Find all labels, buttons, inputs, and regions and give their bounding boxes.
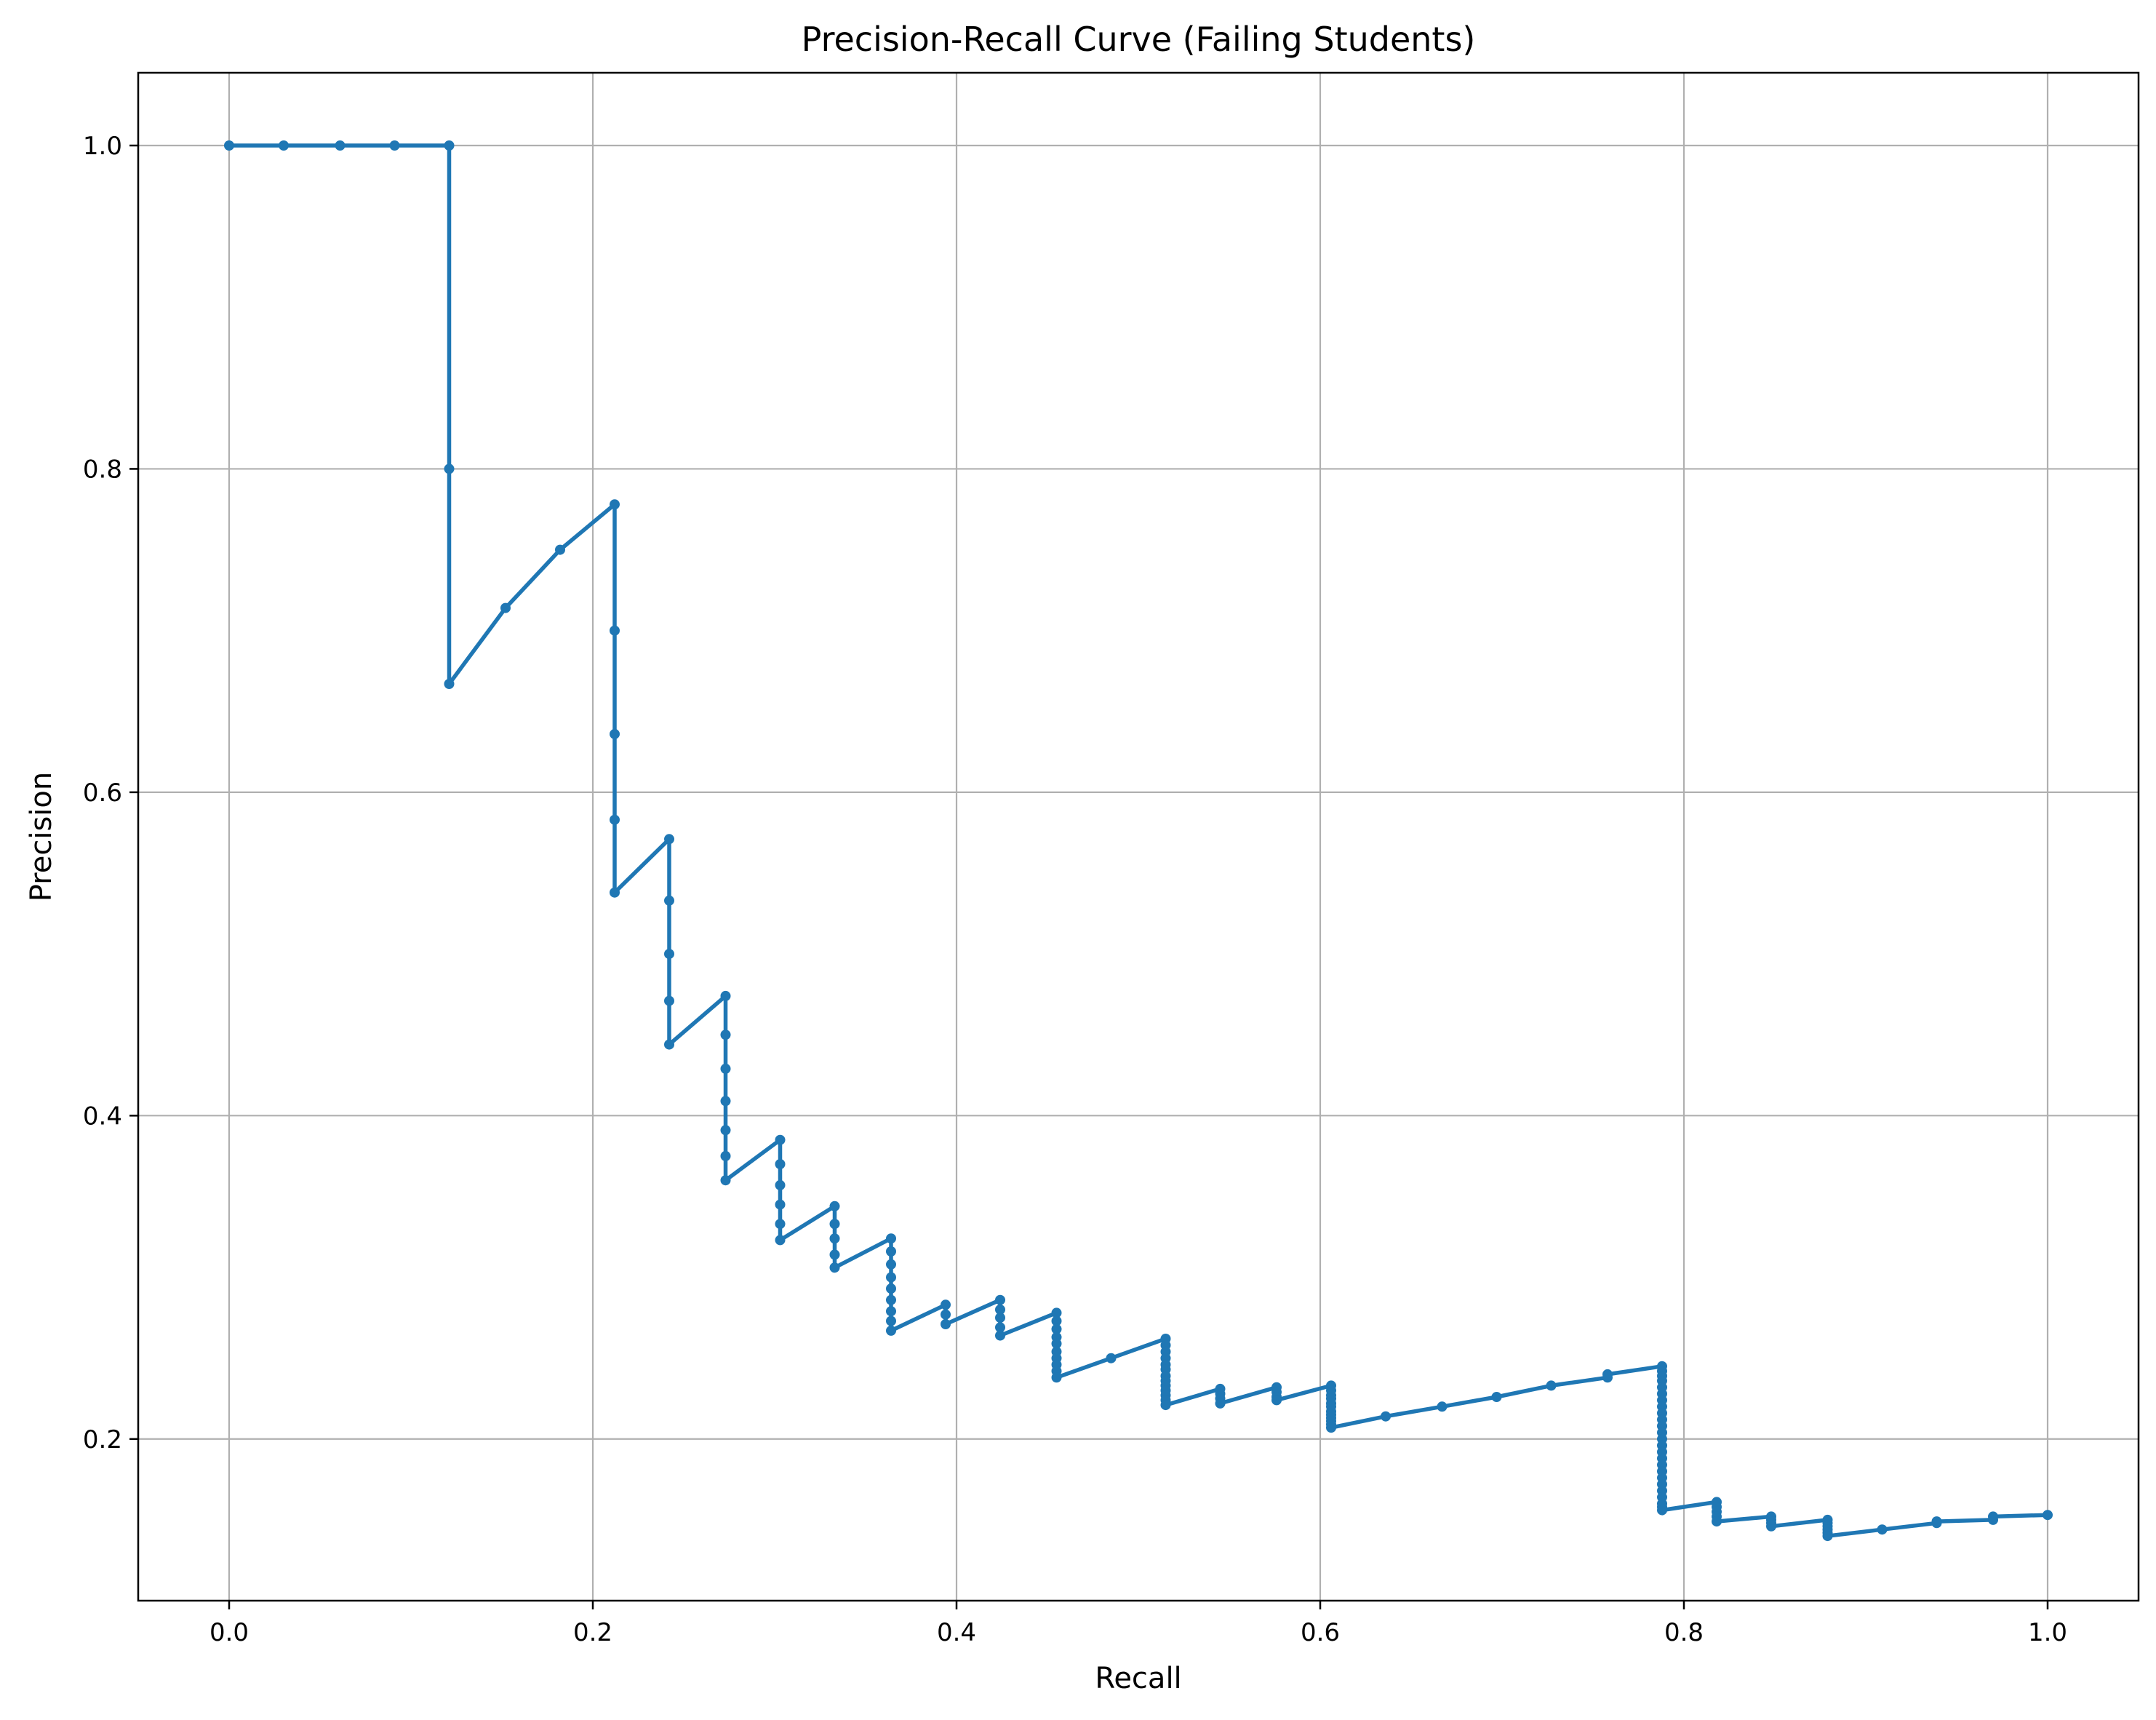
- pr-point: [610, 625, 620, 636]
- pr-point: [444, 463, 455, 474]
- pr-point: [664, 949, 674, 960]
- plot-area: [138, 73, 2139, 1601]
- pr-point: [610, 887, 620, 898]
- pr-point: [444, 140, 455, 151]
- pr-point: [1051, 1323, 1062, 1334]
- pr-point: [1766, 1521, 1776, 1532]
- pr-point: [829, 1201, 840, 1211]
- pr-point: [664, 895, 674, 906]
- pr-point: [775, 1134, 786, 1145]
- pr-point: [995, 1322, 1005, 1333]
- pr-point: [829, 1219, 840, 1230]
- pr-point: [1271, 1395, 1282, 1406]
- pr-point: [1051, 1307, 1062, 1318]
- pr-point: [1546, 1380, 1557, 1391]
- pr-point: [1822, 1531, 1833, 1542]
- x-tick-label: 0.4: [937, 1618, 976, 1647]
- grid: [138, 73, 2139, 1601]
- pr-point: [886, 1272, 896, 1283]
- pr-point: [610, 499, 620, 510]
- pr-point: [886, 1233, 896, 1244]
- pr-point: [720, 990, 731, 1001]
- y-tick-label: 0.4: [83, 1102, 122, 1131]
- x-tick-label: 0.0: [209, 1618, 249, 1647]
- pr-point: [720, 1175, 731, 1186]
- plot-frame: [137, 71, 2140, 1602]
- pr-point: [1712, 1516, 1722, 1527]
- pr-point: [886, 1294, 896, 1305]
- pr-point: [1381, 1411, 1391, 1422]
- pr-point: [941, 1319, 951, 1329]
- pr-point: [1051, 1315, 1062, 1326]
- pr-point: [886, 1246, 896, 1257]
- pr-point: [775, 1179, 786, 1190]
- pr-point: [995, 1313, 1005, 1323]
- pr-point: [941, 1299, 951, 1310]
- y-tick-label: 0.6: [83, 779, 122, 808]
- pr-point: [829, 1233, 840, 1244]
- pr-point: [1877, 1524, 1888, 1535]
- pr-point: [720, 1125, 731, 1136]
- pr-point: [500, 602, 511, 613]
- pr-point: [775, 1159, 786, 1169]
- pr-point: [1931, 1516, 1942, 1527]
- pr-point: [1106, 1353, 1117, 1363]
- pr-point: [664, 995, 674, 1006]
- pr-point: [720, 1030, 731, 1040]
- pr-point: [941, 1309, 951, 1320]
- pr-point: [664, 834, 674, 845]
- x-axis-label: Recall: [1095, 1662, 1181, 1695]
- pr-point: [720, 1063, 731, 1074]
- pr-point: [610, 814, 620, 825]
- y-axis-label: Precision: [25, 772, 58, 901]
- y-tick-label: 0.2: [83, 1425, 122, 1454]
- pr-point: [1437, 1401, 1448, 1412]
- y-tick-label: 0.8: [83, 455, 122, 484]
- pr-point: [775, 1199, 786, 1210]
- pr-point: [829, 1262, 840, 1273]
- pr-point: [224, 140, 234, 151]
- pr-point: [886, 1283, 896, 1294]
- y-tick-label: 1.0: [83, 132, 122, 161]
- x-tick-label: 0.6: [1301, 1618, 1340, 1647]
- pr-point: [829, 1249, 840, 1260]
- pr-point: [995, 1294, 1005, 1305]
- pr-point: [995, 1305, 1005, 1315]
- pr-point: [1160, 1400, 1171, 1411]
- x-tick-label: 1.0: [2028, 1618, 2067, 1647]
- x-tick-label: 0.8: [1664, 1618, 1704, 1647]
- pr-point: [279, 140, 289, 151]
- pr-point: [775, 1219, 786, 1230]
- pr-point: [610, 728, 620, 739]
- pr-point: [775, 1235, 786, 1246]
- pr-point: [1988, 1511, 1998, 1522]
- pr-point: [1602, 1369, 1613, 1379]
- pr-point: [335, 140, 346, 151]
- pr-point: [444, 679, 455, 689]
- pr-point: [886, 1325, 896, 1336]
- y-axis-ticks: 0.2 0.4 0.6 0.8 1.0: [83, 132, 138, 1454]
- pr-point: [1491, 1392, 1502, 1402]
- pr-point: [1215, 1398, 1226, 1409]
- x-axis-ticks: 0.0 0.2 0.4 0.6 0.8 1.0: [209, 1601, 2067, 1647]
- pr-point: [886, 1315, 896, 1326]
- pr-point: [995, 1330, 1005, 1341]
- pr-point: [886, 1259, 896, 1270]
- pr-point: [664, 1039, 674, 1050]
- pr-point: [886, 1306, 896, 1317]
- pr-point: [555, 544, 565, 555]
- pr-point: [2043, 1510, 2053, 1521]
- pr-point: [1051, 1372, 1062, 1383]
- pr-point: [1326, 1422, 1336, 1433]
- pr-point: [720, 1150, 731, 1161]
- pr-point: [720, 1096, 731, 1107]
- pr-point: [389, 140, 400, 151]
- chart-title: Precision-Recall Curve (Failing Students…: [802, 20, 1476, 59]
- pr-point: [1051, 1338, 1062, 1349]
- pr-curve-markers: [224, 140, 2053, 1542]
- pr-point: [1657, 1505, 1667, 1516]
- x-tick-label: 0.2: [573, 1618, 612, 1647]
